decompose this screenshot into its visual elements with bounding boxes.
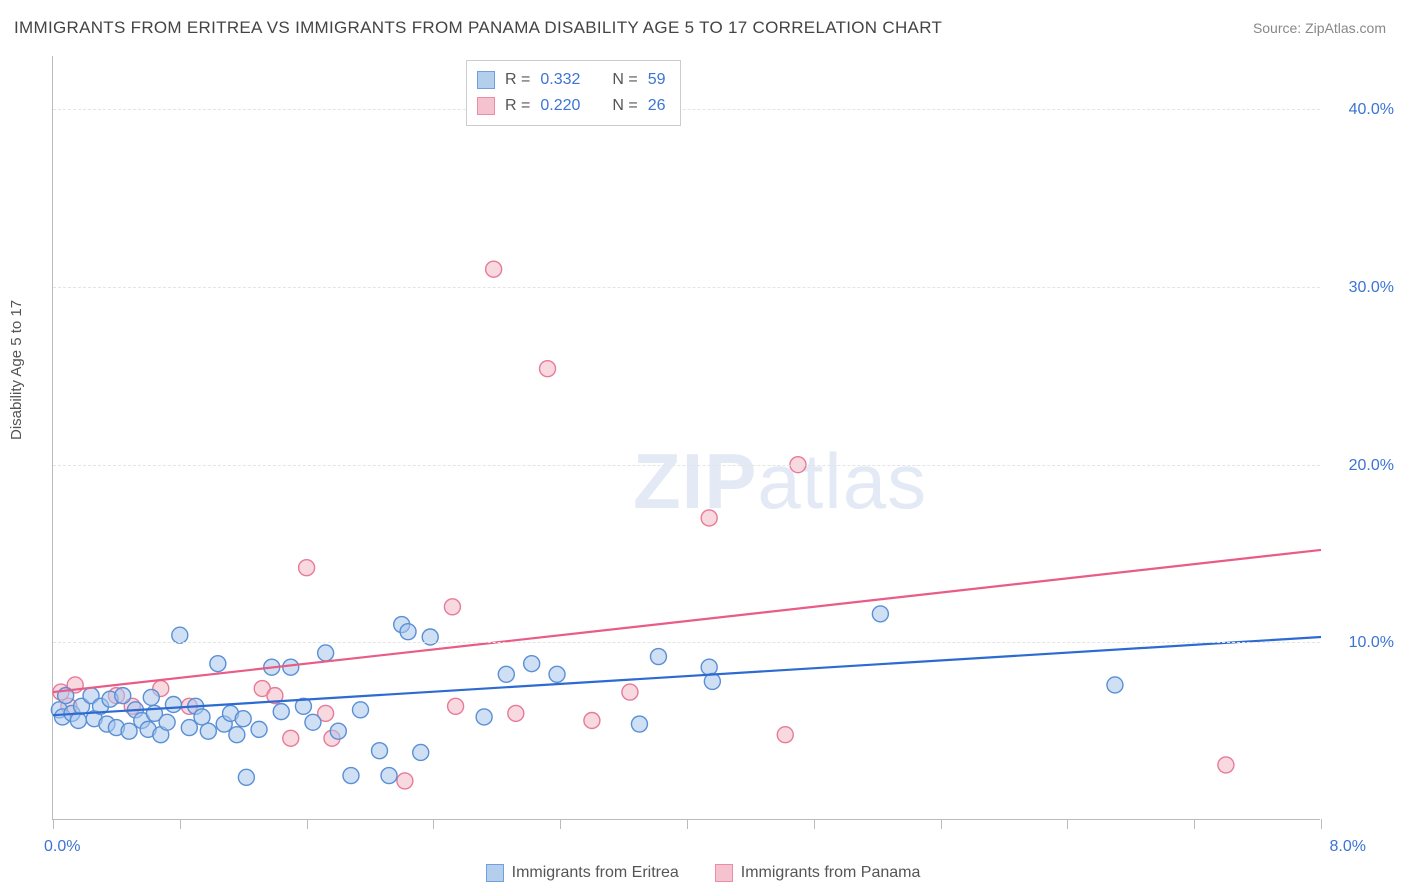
stat-r-label: R = [505, 67, 530, 93]
legend-item: Immigrants from Panama [715, 864, 921, 882]
y-axis-label: Disability Age 5 to 17 [8, 300, 25, 440]
data-point [508, 705, 524, 721]
data-point [238, 769, 254, 785]
y-tick-label: 20.0% [1349, 457, 1394, 475]
data-point [622, 684, 638, 700]
data-point [400, 624, 416, 640]
gridline [53, 109, 1320, 110]
x-tick [1067, 819, 1068, 829]
data-point [372, 743, 388, 759]
x-tick [53, 819, 54, 829]
data-point [701, 659, 717, 675]
chart-title: IMMIGRANTS FROM ERITREA VS IMMIGRANTS FR… [14, 18, 942, 38]
data-point [549, 666, 565, 682]
stats-row: R = 0.220 N = 26 [477, 93, 666, 119]
stat-n-label: N = [612, 93, 637, 119]
data-point [159, 714, 175, 730]
legend-label: Immigrants from Eritrea [512, 864, 679, 882]
stats-row: R = 0.332 N = 59 [477, 67, 666, 93]
data-point [229, 727, 245, 743]
legend-item: Immigrants from Eritrea [486, 864, 679, 882]
x-tick [687, 819, 688, 829]
stat-n-label: N = [612, 67, 637, 93]
x-tick [1194, 819, 1195, 829]
data-point [777, 727, 793, 743]
data-point [1107, 677, 1123, 693]
trend-line [53, 550, 1321, 692]
gridline [53, 642, 1320, 643]
data-point [650, 649, 666, 665]
data-point [397, 773, 413, 789]
data-point [273, 704, 289, 720]
data-point [299, 560, 315, 576]
data-point [413, 744, 429, 760]
data-point [115, 688, 131, 704]
data-point [330, 723, 346, 739]
data-point [143, 689, 159, 705]
data-point [181, 720, 197, 736]
x-max-label: 8.0% [1330, 838, 1366, 856]
source-attribution: Source: ZipAtlas.com [1253, 20, 1386, 36]
x-tick [1321, 819, 1322, 829]
bottom-legend: Immigrants from Eritrea Immigrants from P… [0, 864, 1406, 882]
y-tick-label: 40.0% [1349, 101, 1394, 119]
data-point [540, 361, 556, 377]
chart-container: IMMIGRANTS FROM ERITREA VS IMMIGRANTS FR… [0, 0, 1406, 892]
y-tick-label: 10.0% [1349, 634, 1394, 652]
plot-svg [53, 56, 1320, 819]
x-tick [814, 819, 815, 829]
x-tick [307, 819, 308, 829]
legend-swatch [477, 97, 495, 115]
data-point [444, 599, 460, 615]
data-point [476, 709, 492, 725]
data-point [584, 713, 600, 729]
legend-label: Immigrants from Panama [741, 864, 921, 882]
x-tick [560, 819, 561, 829]
x-tick [941, 819, 942, 829]
trend-line [53, 637, 1321, 715]
data-point [283, 730, 299, 746]
gridline [53, 287, 1320, 288]
x-tick [180, 819, 181, 829]
stat-r-value: 0.220 [540, 93, 580, 119]
stat-n-value: 59 [648, 67, 666, 93]
x-min-label: 0.0% [44, 838, 80, 856]
data-point [283, 659, 299, 675]
data-point [305, 714, 321, 730]
data-point [251, 721, 267, 737]
legend-swatch [477, 71, 495, 89]
y-tick-label: 30.0% [1349, 279, 1394, 297]
source-link[interactable]: ZipAtlas.com [1305, 20, 1386, 36]
x-tick [433, 819, 434, 829]
data-point [172, 627, 188, 643]
data-point [498, 666, 514, 682]
data-point [486, 261, 502, 277]
data-point [165, 697, 181, 713]
stat-r-value: 0.332 [540, 67, 580, 93]
legend-swatch [486, 864, 504, 882]
data-point [1218, 757, 1234, 773]
plot-area: ZIPatlas [52, 56, 1320, 820]
data-point [121, 723, 137, 739]
data-point [872, 606, 888, 622]
stat-r-label: R = [505, 93, 530, 119]
data-point [200, 723, 216, 739]
gridline [53, 465, 1320, 466]
data-point [381, 768, 397, 784]
data-point [235, 711, 251, 727]
data-point [524, 656, 540, 672]
source-prefix: Source: [1253, 20, 1305, 36]
data-point [631, 716, 647, 732]
data-point [448, 698, 464, 714]
data-point [210, 656, 226, 672]
data-point [701, 510, 717, 526]
data-point [318, 645, 334, 661]
data-point [352, 702, 368, 718]
data-point [343, 768, 359, 784]
legend-swatch [715, 864, 733, 882]
stats-legend-box: R = 0.332 N = 59 R = 0.220 N = 26 [466, 60, 681, 126]
stat-n-value: 26 [648, 93, 666, 119]
